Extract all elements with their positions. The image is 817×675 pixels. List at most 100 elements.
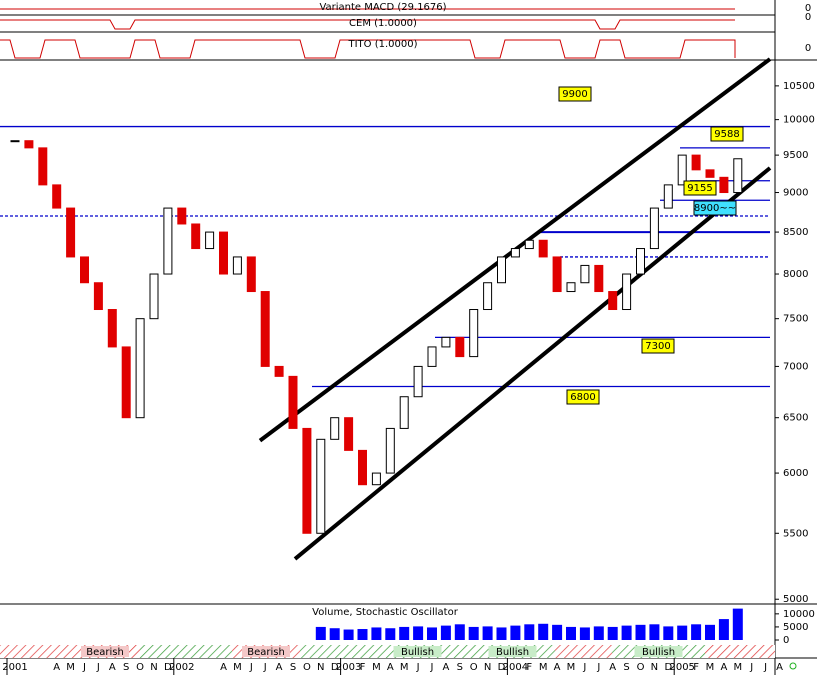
x-tick-label: F (693, 662, 699, 673)
annotation: 6800 (570, 392, 595, 403)
candle (413, 365, 423, 398)
candle (733, 158, 743, 194)
volume-bar (468, 626, 479, 640)
volume-bar (440, 625, 451, 640)
volume-bar (663, 626, 674, 640)
volume-bar (649, 624, 660, 640)
volume-bar (315, 626, 326, 640)
regime-band (460, 645, 470, 658)
annotation: 9900 (562, 89, 587, 100)
candle (677, 154, 687, 186)
volume-bar (621, 625, 632, 640)
y-tick-label: 10000 (783, 115, 815, 126)
volume-bar (705, 624, 715, 640)
x-tick-label: M (706, 662, 715, 673)
candle (510, 248, 520, 258)
x-tick-label: D (331, 662, 339, 673)
x-tick-label: A (554, 662, 561, 673)
y-tick-label: 8500 (783, 227, 808, 238)
x-tick-label: J (763, 662, 767, 673)
volume-bar (524, 624, 535, 640)
x-tick-label: S (123, 662, 129, 673)
indicator-title: TITO (1.0000) (347, 39, 417, 50)
candle (80, 256, 89, 284)
candle (163, 207, 173, 275)
x-tick-label: M (733, 662, 742, 673)
volume-bar (718, 619, 729, 640)
regime-label: Bullish (401, 647, 434, 658)
x-tick-label: J (749, 662, 753, 673)
candle (524, 239, 534, 250)
volume-bar (385, 628, 396, 640)
x-tick-label: 2003 (336, 662, 361, 673)
volume-bar (343, 629, 354, 640)
candle (107, 309, 117, 348)
candle (371, 472, 381, 486)
candle (38, 147, 48, 186)
annotation-box (710, 126, 744, 142)
trendline (293, 166, 772, 561)
candle (469, 309, 479, 358)
regime-label: Bullish (496, 647, 529, 658)
candle (66, 207, 76, 258)
annotation-box (641, 338, 675, 354)
x-tick-label: A (220, 662, 227, 673)
x-tick-label: J (82, 662, 86, 673)
volume-tick-label: 0 (783, 635, 789, 646)
candle (191, 223, 201, 250)
regime-band (705, 645, 775, 658)
regime-label-bg (81, 646, 129, 657)
y-tick-label: 7000 (783, 361, 808, 372)
regime-band (555, 645, 612, 658)
annotation: 9155 (687, 183, 712, 194)
candle (219, 231, 228, 275)
volume-bar (427, 627, 437, 640)
volume-bar (566, 626, 576, 640)
volume-bar (371, 627, 382, 640)
volume-tick-label: 10000 (783, 609, 815, 620)
x-tick-label: J (582, 662, 586, 673)
x-tick-label: M (372, 662, 381, 673)
candle (205, 231, 215, 250)
x-tick-label: J (96, 662, 100, 673)
x-tick-label: J (249, 662, 253, 673)
x-tick-label: J (416, 662, 420, 673)
candle (594, 264, 604, 293)
candle (497, 256, 506, 284)
candle (358, 449, 367, 486)
x-tick-label: D (664, 662, 672, 673)
indicator-axis-label: 0 (805, 43, 811, 54)
annotation: 7300 (645, 341, 670, 352)
candle (10, 140, 20, 143)
candle (330, 417, 340, 440)
x-tick-label: S (290, 662, 296, 673)
y-tick-label: 5000 (783, 594, 808, 605)
x-tick-label: A (720, 662, 727, 673)
regime-label: Bearish (247, 647, 285, 658)
x-tick-label: S (623, 662, 629, 673)
annotation-box (683, 180, 717, 196)
volume-bar (482, 626, 493, 640)
x-tick-label: A (276, 662, 283, 673)
candle (274, 365, 284, 377)
x-tick-label: O (470, 662, 478, 673)
x-tick-label: 2005 (669, 662, 694, 673)
x-tick-label: J (596, 662, 600, 673)
volume-bar (579, 627, 590, 640)
candle (483, 282, 493, 311)
candle (260, 291, 270, 367)
volume-bar (357, 629, 368, 640)
candle (344, 417, 354, 451)
regime-band (140, 645, 232, 658)
volume-bar (454, 624, 465, 640)
annotation-box (693, 200, 737, 216)
indicator-axis-label: 0 (805, 3, 811, 14)
indicator-title: Variante MACD (29.1676) (319, 2, 446, 13)
candle (691, 154, 701, 171)
x-tick-label: M (567, 662, 576, 673)
regime-band (300, 645, 375, 658)
candle (302, 427, 312, 534)
candle (663, 184, 673, 209)
candle (135, 318, 145, 419)
regime-label-bg (488, 646, 537, 657)
